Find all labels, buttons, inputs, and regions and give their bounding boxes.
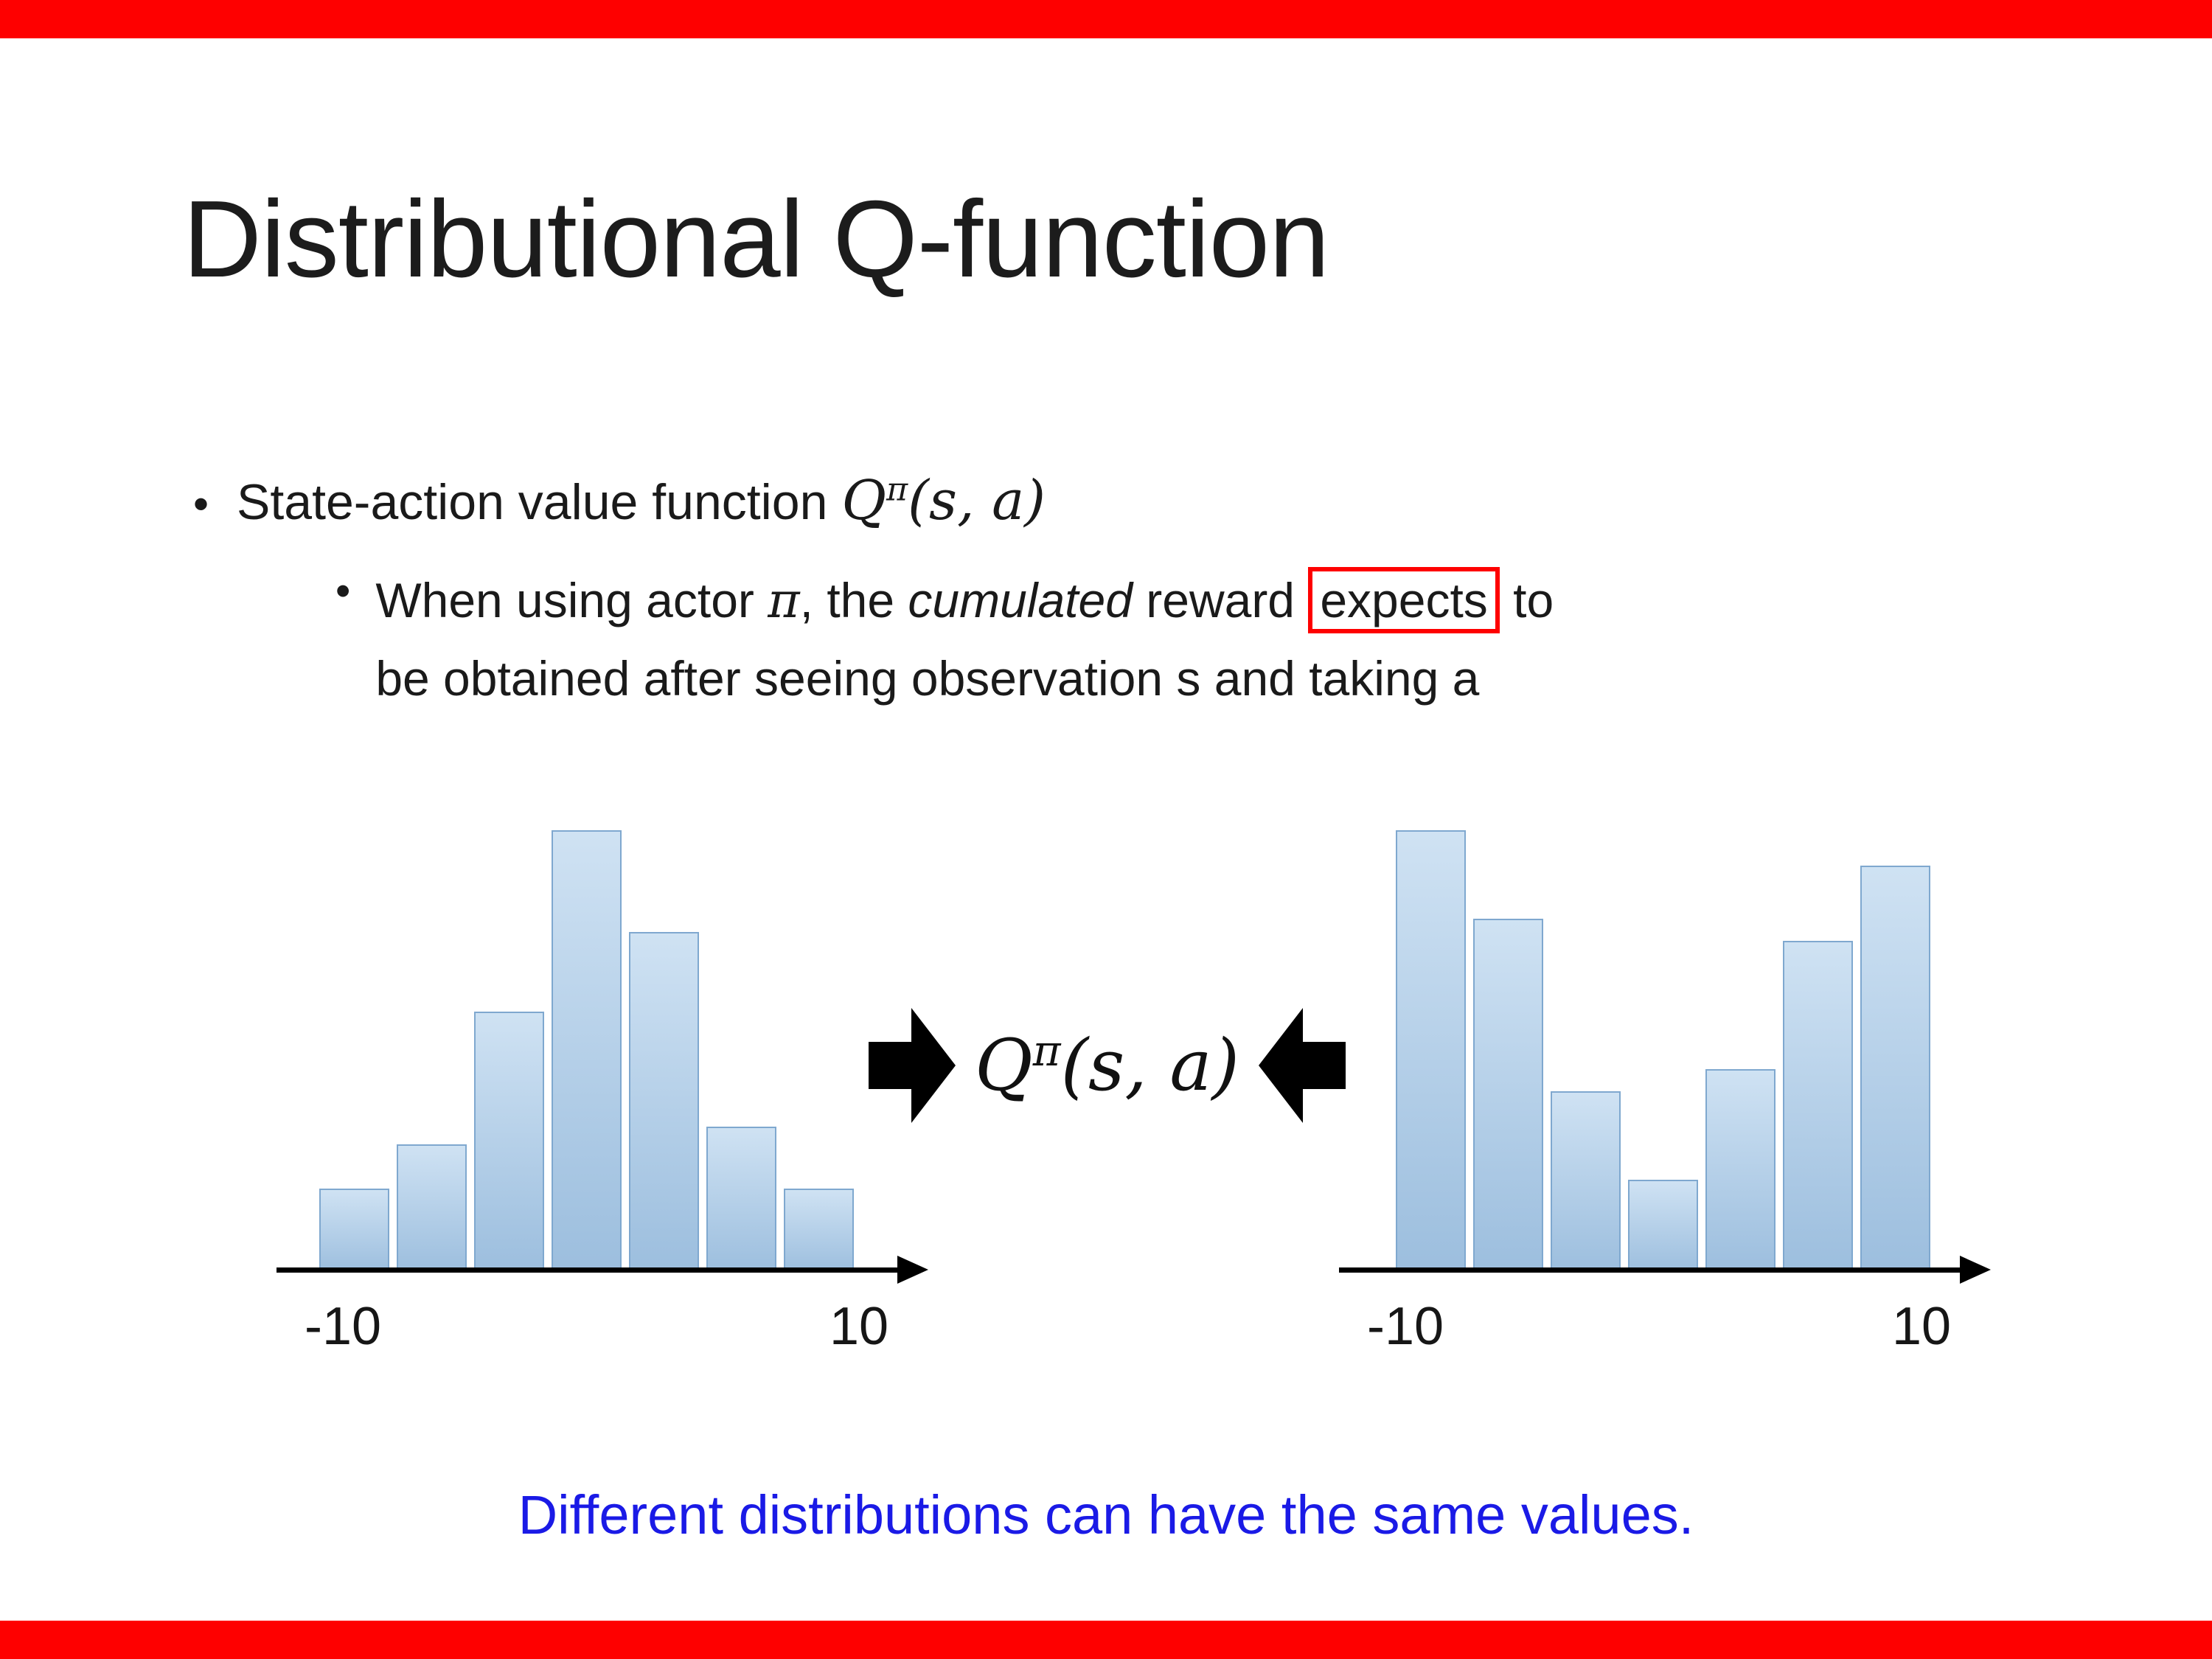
right-axis-label-min: -10 [1366, 1297, 1444, 1356]
right-x-axis [1339, 1267, 1962, 1273]
bullet2-text: When using actor π, the cumulated reward… [375, 562, 1554, 717]
histogram-bar [1551, 1091, 1621, 1273]
q-symbol: Q [841, 469, 886, 532]
b2-seg4: to [1499, 573, 1554, 627]
left-axis-label-max: 10 [829, 1297, 889, 1356]
bullet-marker: • [193, 479, 209, 529]
footer-note: Different distributions can have the sam… [518, 1484, 1694, 1545]
histogram-bar [1473, 919, 1543, 1273]
bullet-state-action-value: • State-action value function Qπ(s, a) [193, 469, 1046, 532]
expects-red-box: expects [1308, 567, 1500, 633]
histogram-bar [706, 1127, 776, 1273]
slide-title: Distributional Q-function [183, 178, 1329, 300]
q-symbol: Q [975, 1024, 1033, 1107]
right-axis-label-max: 10 [1891, 1297, 1952, 1356]
bullet1-content: State-action value function Qπ(s, a) [237, 469, 1046, 532]
histogram-bar [1705, 1069, 1775, 1273]
left-x-axis-arrowhead-icon [897, 1256, 928, 1284]
histogram-bar [397, 1144, 467, 1273]
bullet-when-using-actor: • When using actor π, the cumulated rewa… [335, 562, 1554, 717]
right-histogram-bars [1396, 830, 1930, 1273]
left-x-axis [276, 1267, 900, 1273]
b2-seg3: reward [1132, 573, 1309, 627]
arrow-pointing-right-icon [869, 1008, 956, 1123]
top-accent-bar [0, 0, 2212, 38]
histogram-bar [784, 1189, 854, 1273]
histogram-bar [1783, 941, 1853, 1273]
right-x-axis-arrowhead-icon [1960, 1256, 1991, 1284]
bullet-marker: • [335, 567, 351, 615]
pi-symbol: π [768, 572, 800, 629]
q-function-label: Qπ(s, a) [975, 1024, 1239, 1107]
q-arguments: (s, a) [1060, 1024, 1239, 1107]
bullet2-line1: When using actor π, the cumulated reward… [375, 562, 1554, 640]
bullet1-text: State-action value function [237, 474, 842, 530]
histogram-bar [552, 830, 622, 1273]
q-pi-math: Qπ(s, a) [841, 469, 1046, 532]
histogram-bar [629, 932, 699, 1273]
arrow-pointing-left-icon [1259, 1008, 1346, 1123]
right-histogram: -10 10 [1339, 818, 2025, 1371]
left-axis-label-min: -10 [304, 1297, 382, 1356]
pi-superscript: π [1032, 1026, 1061, 1076]
left-histogram: -10 10 [276, 818, 962, 1371]
histogram-bar [319, 1189, 389, 1273]
q-arguments: (s, a) [908, 469, 1046, 532]
histogram-bar [1396, 830, 1466, 1273]
histogram-bar [1628, 1180, 1698, 1273]
left-histogram-bars [319, 830, 854, 1273]
b2-seg2: , the [799, 573, 908, 627]
histogram-bar [474, 1012, 544, 1273]
b2-seg1: When using actor [375, 573, 768, 627]
cumulated-emphasis: cumulated [908, 573, 1133, 627]
bullet2-line2: be obtained after seeing observation s a… [375, 650, 1480, 706]
pi-superscript: π [886, 470, 908, 509]
bottom-accent-bar [0, 1621, 2212, 1659]
q-function-annotation: Qπ(s, a) [869, 997, 1346, 1134]
histogram-bar [1860, 866, 1930, 1273]
